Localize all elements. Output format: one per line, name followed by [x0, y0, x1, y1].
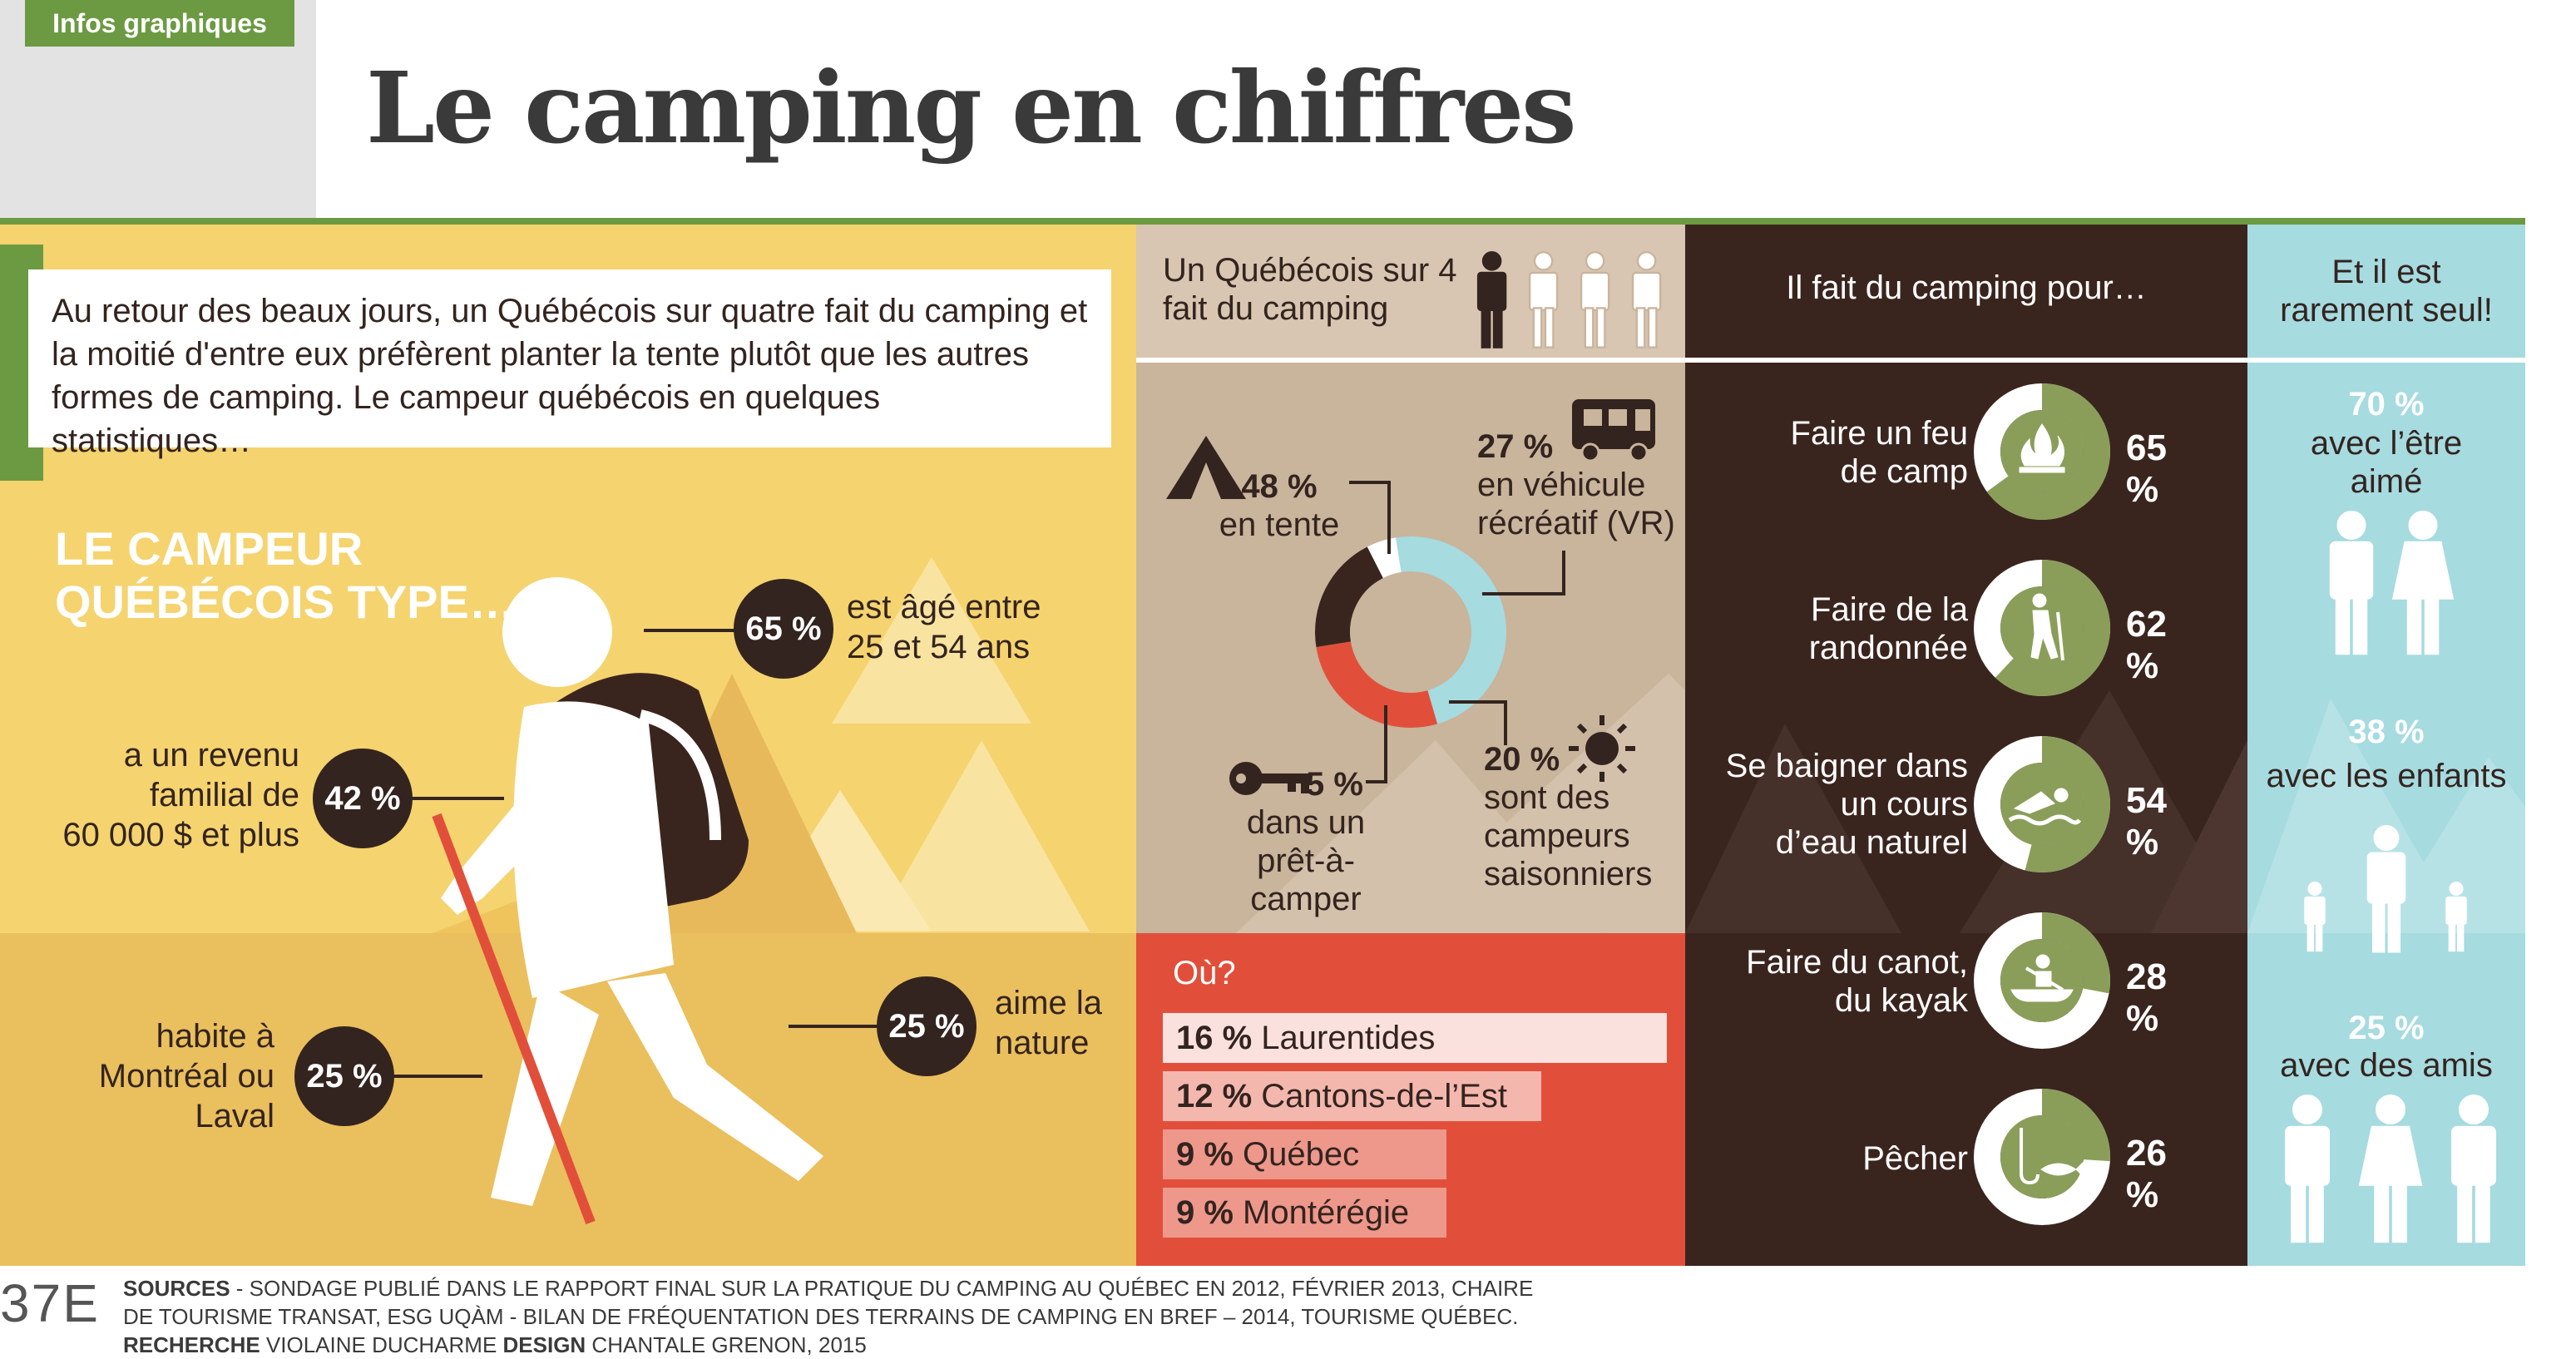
- region-pct: 16 %: [1176, 1020, 1253, 1056]
- key-icon: [1229, 762, 1311, 795]
- region-name: Montérégie: [1233, 1194, 1410, 1231]
- activity-label: Faire de la randonnée: [1808, 591, 1968, 666]
- company-header: [2247, 225, 2525, 363]
- section-tag: Infos graphiques: [25, 0, 294, 47]
- man-icon: [2329, 511, 2374, 655]
- connector-line: [1349, 481, 1391, 554]
- camper-share-person-icon: [1528, 251, 1559, 348]
- company-title: Et il est rarement seul!: [2280, 254, 2493, 329]
- sun-icon: [1569, 715, 1635, 782]
- child-icon: [2445, 882, 2467, 952]
- residence-stat-label: habite à Montréal ou Laval: [98, 1018, 274, 1134]
- activity-label: Faire du canot, du kayak: [1746, 944, 1968, 1019]
- region-pct: 9 %: [1176, 1136, 1234, 1173]
- swimmer-icon: [1974, 736, 2110, 872]
- partner-label: avec l’être aimé: [2310, 425, 2463, 500]
- region-name: Cantons-de-l’Est: [1252, 1078, 1507, 1114]
- friend-icon: [2450, 1095, 2496, 1243]
- nature-stat-label: aime la nature: [995, 985, 1102, 1061]
- donut-slice-4: [1367, 537, 1402, 579]
- regions-list: 16 % Laurentides 12 % Cantons-de-l’Est 9 %…: [1163, 1013, 1667, 1246]
- share-text: Un Québécois sur 4 fait du camping: [1163, 252, 1457, 327]
- logo: 37E: [0, 1273, 100, 1333]
- seasonal-label: 20 % sont des campeurs saisonniers: [1484, 741, 1653, 892]
- donut-slice-1: [1396, 536, 1506, 724]
- green-divider: [0, 218, 2525, 225]
- connector-line: [644, 629, 735, 632]
- friends-group-icon: [2284, 1095, 2496, 1243]
- tent-label: 48 % en tente: [1219, 468, 1340, 543]
- rv-label: 27 % en véhicule récréatif (VR): [1477, 428, 1675, 541]
- activity-pct: 26 %: [2126, 1133, 2167, 1215]
- activity-pct: 28 %: [2126, 956, 2167, 1039]
- region-pct: 12 %: [1176, 1078, 1253, 1114]
- couple-icon: [2329, 511, 2455, 655]
- child-icon: [2304, 882, 2326, 952]
- income-stat-label: a un revenu familial de 60 000 $ et plus: [62, 737, 299, 853]
- region-name: Québec: [1233, 1136, 1360, 1173]
- connector-line: [789, 1025, 878, 1028]
- connector-line: [411, 797, 504, 800]
- friend-icon: [2284, 1095, 2330, 1243]
- camping-type-donut: [1315, 536, 1506, 728]
- activities-header: [1685, 225, 2247, 363]
- donut-slice-2: [1316, 640, 1438, 728]
- hiker-illustration: [432, 577, 823, 1225]
- connector-line: [393, 1075, 482, 1078]
- region-pct: 9 %: [1176, 1194, 1234, 1231]
- residence-stat-circle: 25 %: [294, 1026, 394, 1126]
- tent-icon: [1166, 436, 1246, 499]
- region-bar: 9 % Québec: [1163, 1129, 1446, 1179]
- activities-title: Il fait du camping pour…: [1786, 269, 2147, 306]
- regions-title: Où?: [1173, 955, 1236, 991]
- region-name: Laurentides: [1252, 1020, 1436, 1056]
- donut-slice-3: [1315, 546, 1384, 647]
- nature-stat-circle: 25 %: [877, 976, 977, 1076]
- children-pct: 38 %: [2348, 714, 2425, 750]
- age-stat-circle: 65 %: [734, 579, 833, 679]
- friend-icon: [2358, 1095, 2423, 1243]
- region-bar: 9 % Montérégie: [1163, 1188, 1446, 1238]
- hiker-icon: [1974, 560, 2110, 696]
- company-panel: [2247, 225, 2525, 1266]
- activity-pct: 54 %: [2126, 780, 2167, 862]
- region-bar: 16 % Laurentides: [1163, 1013, 1667, 1063]
- activity-pct: 62 %: [2126, 604, 2167, 686]
- sources-footer: SOURCES - SONDAGE PUBLIÉ DANS LE RAPPORT…: [123, 1276, 1534, 1357]
- income-stat-circle: 42 %: [313, 749, 413, 848]
- camper-share-person-icon: [1476, 251, 1507, 348]
- connector-line: [1449, 700, 1507, 745]
- intro-text: Au retour des beaux jours, un Québécois …: [28, 269, 1111, 459]
- connector-line: [1482, 551, 1565, 595]
- region-bar: 12 % Cantons-de-l’Est: [1163, 1071, 1541, 1121]
- age-stat-label: est âgé entre 25 et 54 ans: [847, 589, 1041, 665]
- rv-icon: [1572, 399, 1655, 462]
- activities-panel: [1685, 225, 2247, 1266]
- camper-share-person-icon: [1580, 251, 1610, 348]
- ready-to-camp-label: 5 % dans un prêt-à-camper: [1246, 766, 1366, 917]
- activity-label: Faire un feu de camp: [1790, 415, 1968, 490]
- mountains-illustration: [2247, 699, 2525, 933]
- typical-camper-title: LE CAMPEUR QUÉBÉCOIS TYPE…: [55, 522, 516, 628]
- connector-line: [1366, 705, 1387, 783]
- activity-label: Pêcher: [1862, 1140, 1968, 1177]
- fishing-icon: [1974, 1089, 2110, 1225]
- canoe-icon: [1974, 912, 2110, 1049]
- activity-label: Se baigner dans un cours d’eau naturel: [1725, 748, 1968, 861]
- partner-pct: 70 %: [2348, 386, 2425, 423]
- children-label: avec les enfants: [2266, 758, 2507, 794]
- activity-pct: 65 %: [2126, 427, 2167, 510]
- woman-icon: [2391, 511, 2455, 655]
- friends-pct: 25 %: [2348, 1010, 2425, 1046]
- mountains-illustration: [1685, 690, 2247, 933]
- campfire-icon: [1974, 383, 2110, 520]
- family-with-children-icon: [2304, 825, 2467, 953]
- page-title: Le camping en chiffres: [366, 50, 1577, 166]
- adult-icon: [2366, 825, 2406, 953]
- friends-label: avec des amis: [2280, 1047, 2493, 1084]
- camper-share-person-icon: [1631, 251, 1662, 348]
- people-share-icon: [1476, 251, 1662, 348]
